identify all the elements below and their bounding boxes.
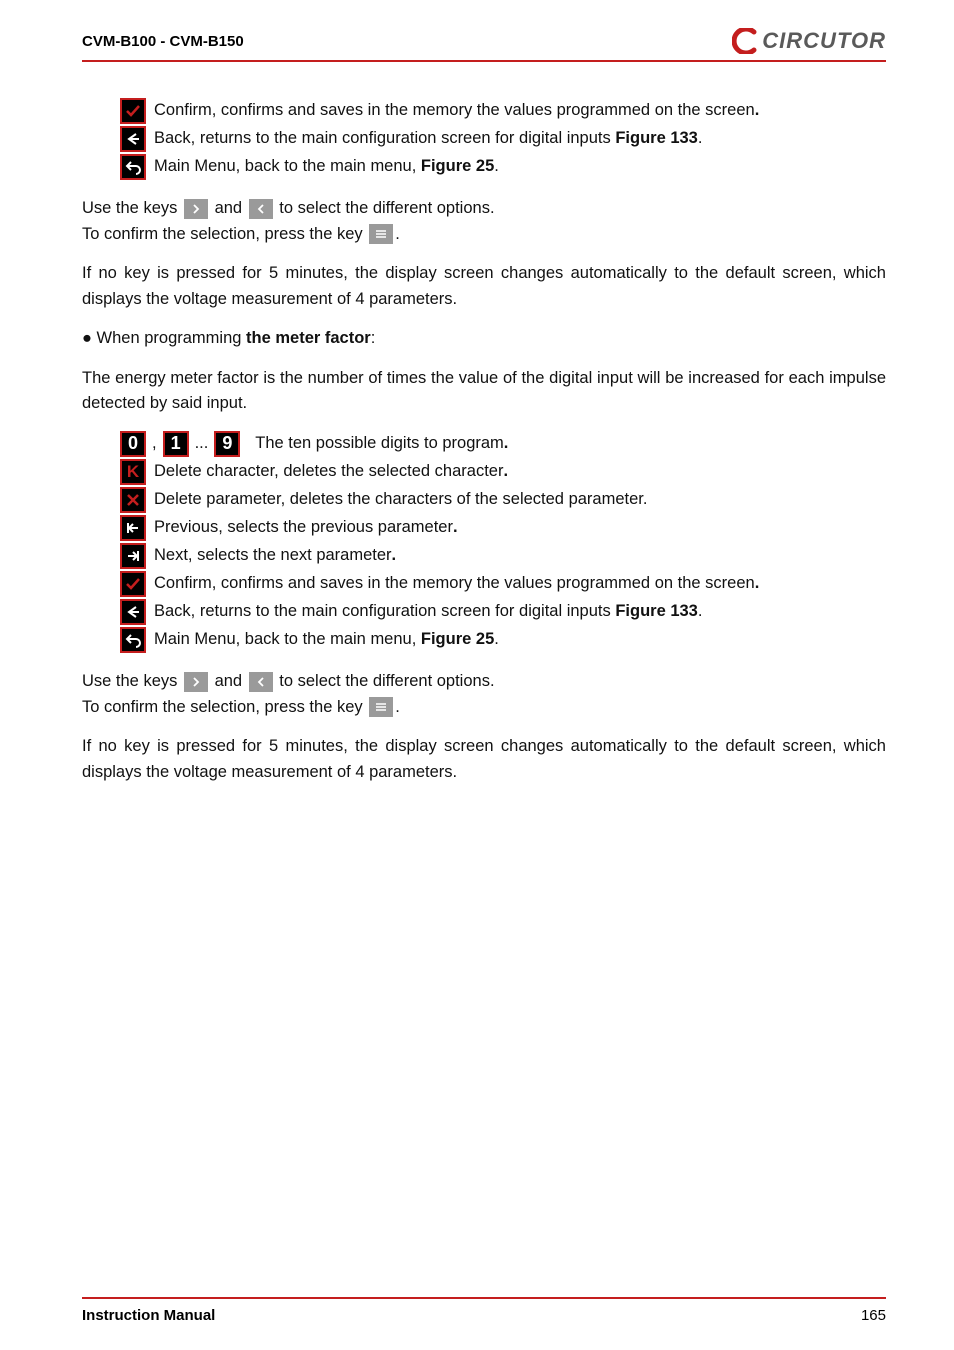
back-text-2: Back, returns to the main configuration … (154, 599, 702, 625)
delete-param-line: Delete parameter, deletes the characters… (82, 487, 886, 513)
mainmenu-line-2: Main Menu, back to the main menu, Figure… (82, 627, 886, 653)
back-line: Back, returns to the main configuration … (82, 126, 886, 152)
brand-text: CIRCUTOR (762, 28, 886, 54)
left-key-icon-2 (249, 672, 273, 692)
digit-1-icon: 1 (163, 431, 189, 457)
menu-key-icon-2 (369, 697, 393, 717)
next-line: Next, selects the next parameter. (82, 543, 886, 569)
check-icon (120, 98, 146, 124)
digits-text: The ten possible digits to program. (246, 431, 508, 457)
content-area: Confirm, confirms and saves in the memor… (82, 98, 886, 785)
mainmenu-text: Main Menu, back to the main menu, Figure… (154, 154, 499, 180)
brand-logo-icon (732, 28, 758, 54)
menu-key-icon (369, 224, 393, 244)
delete-char-icon: K (120, 459, 146, 485)
brand-logo: CIRCUTOR (732, 28, 886, 54)
delete-param-text: Delete parameter, deletes the characters… (154, 487, 647, 513)
ellipsis-sep: ... (195, 431, 209, 457)
next-icon (120, 543, 146, 569)
check-icon-2 (120, 571, 146, 597)
return-icon-2 (120, 627, 146, 653)
timeout-para-1: If no key is pressed for 5 minutes, the … (82, 261, 886, 312)
confirm-line: Confirm, confirms and saves in the memor… (82, 98, 886, 124)
delete-char-line: K Delete character, deletes the selected… (82, 459, 886, 485)
right-key-icon-2 (184, 672, 208, 692)
use-keys-para-1: Use the keys and to select the different… (82, 196, 886, 247)
return-icon (120, 154, 146, 180)
delete-char-text: Delete character, deletes the selected c… (154, 459, 508, 485)
previous-text: Previous, selects the previous parameter… (154, 515, 458, 541)
digits-line: 0 , 1 ... 9 The ten possible digits to p… (82, 431, 886, 457)
mainmenu-text-2: Main Menu, back to the main menu, Figure… (154, 627, 499, 653)
left-key-icon (249, 199, 273, 219)
footer-page: 165 (861, 1307, 886, 1324)
timeout-para-2: If no key is pressed for 5 minutes, the … (82, 734, 886, 785)
mainmenu-line: Main Menu, back to the main menu, Figure… (82, 154, 886, 180)
previous-icon (120, 515, 146, 541)
right-key-icon (184, 199, 208, 219)
back-line-2: Back, returns to the main configuration … (82, 599, 886, 625)
confirm-text: Confirm, confirms and saves in the memor… (154, 98, 759, 124)
use-keys-para-2: Use the keys and to select the different… (82, 669, 886, 720)
back-arrow-icon (120, 126, 146, 152)
digit-9-icon: 9 (214, 431, 240, 457)
back-arrow-icon-2 (120, 599, 146, 625)
next-text: Next, selects the next parameter. (154, 543, 396, 569)
back-text: Back, returns to the main configuration … (154, 126, 702, 152)
bullet-meter-factor: ● When programming the meter factor: (82, 326, 886, 352)
confirm-line-2: Confirm, confirms and saves in the memor… (82, 571, 886, 597)
doc-model-title: CVM-B100 - CVM-B150 (82, 33, 244, 50)
digit-0-icon: 0 (120, 431, 146, 457)
confirm-text-2: Confirm, confirms and saves in the memor… (154, 571, 759, 597)
meter-factor-para: The energy meter factor is the number of… (82, 366, 886, 417)
header: CVM-B100 - CVM-B150 CIRCUTOR (82, 28, 886, 62)
previous-line: Previous, selects the previous parameter… (82, 515, 886, 541)
comma-sep: , (152, 431, 157, 457)
footer: Instruction Manual 165 (82, 1297, 886, 1324)
delete-param-icon (120, 487, 146, 513)
footer-title: Instruction Manual (82, 1307, 215, 1324)
